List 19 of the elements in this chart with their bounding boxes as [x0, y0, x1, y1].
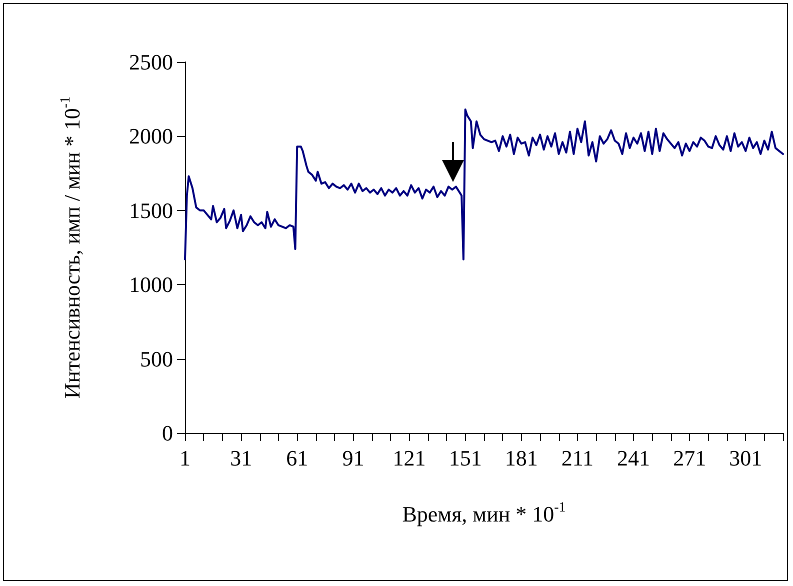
x-tick-label: 241 [617, 446, 650, 470]
y-tick-label: 1000 [129, 272, 173, 298]
y-tick-label: 500 [140, 346, 173, 372]
y-tick-label: 1500 [129, 198, 173, 223]
x-tick-label: 121 [392, 446, 426, 470]
x-tick-label: 1 [180, 446, 190, 470]
line-series [184, 108, 784, 260]
x-tick-label: 151 [448, 446, 482, 470]
y-tick-label: 2000 [129, 124, 173, 149]
y-tick-label: 2500 [129, 50, 173, 74]
y-axis-title: Интенсивность, имп / мин * 10-1 [58, 96, 84, 399]
x-tick-label: 301 [729, 446, 762, 470]
x-tick-label: 61 [286, 446, 308, 470]
x-tick-label: 31 [230, 446, 252, 470]
x-tick-label: 181 [504, 446, 538, 470]
x-tick-label: 91 [342, 446, 364, 470]
y-tick-label: 0 [162, 420, 173, 446]
x-tick-label: 271 [673, 446, 706, 470]
x-tick-label: 211 [561, 446, 594, 470]
